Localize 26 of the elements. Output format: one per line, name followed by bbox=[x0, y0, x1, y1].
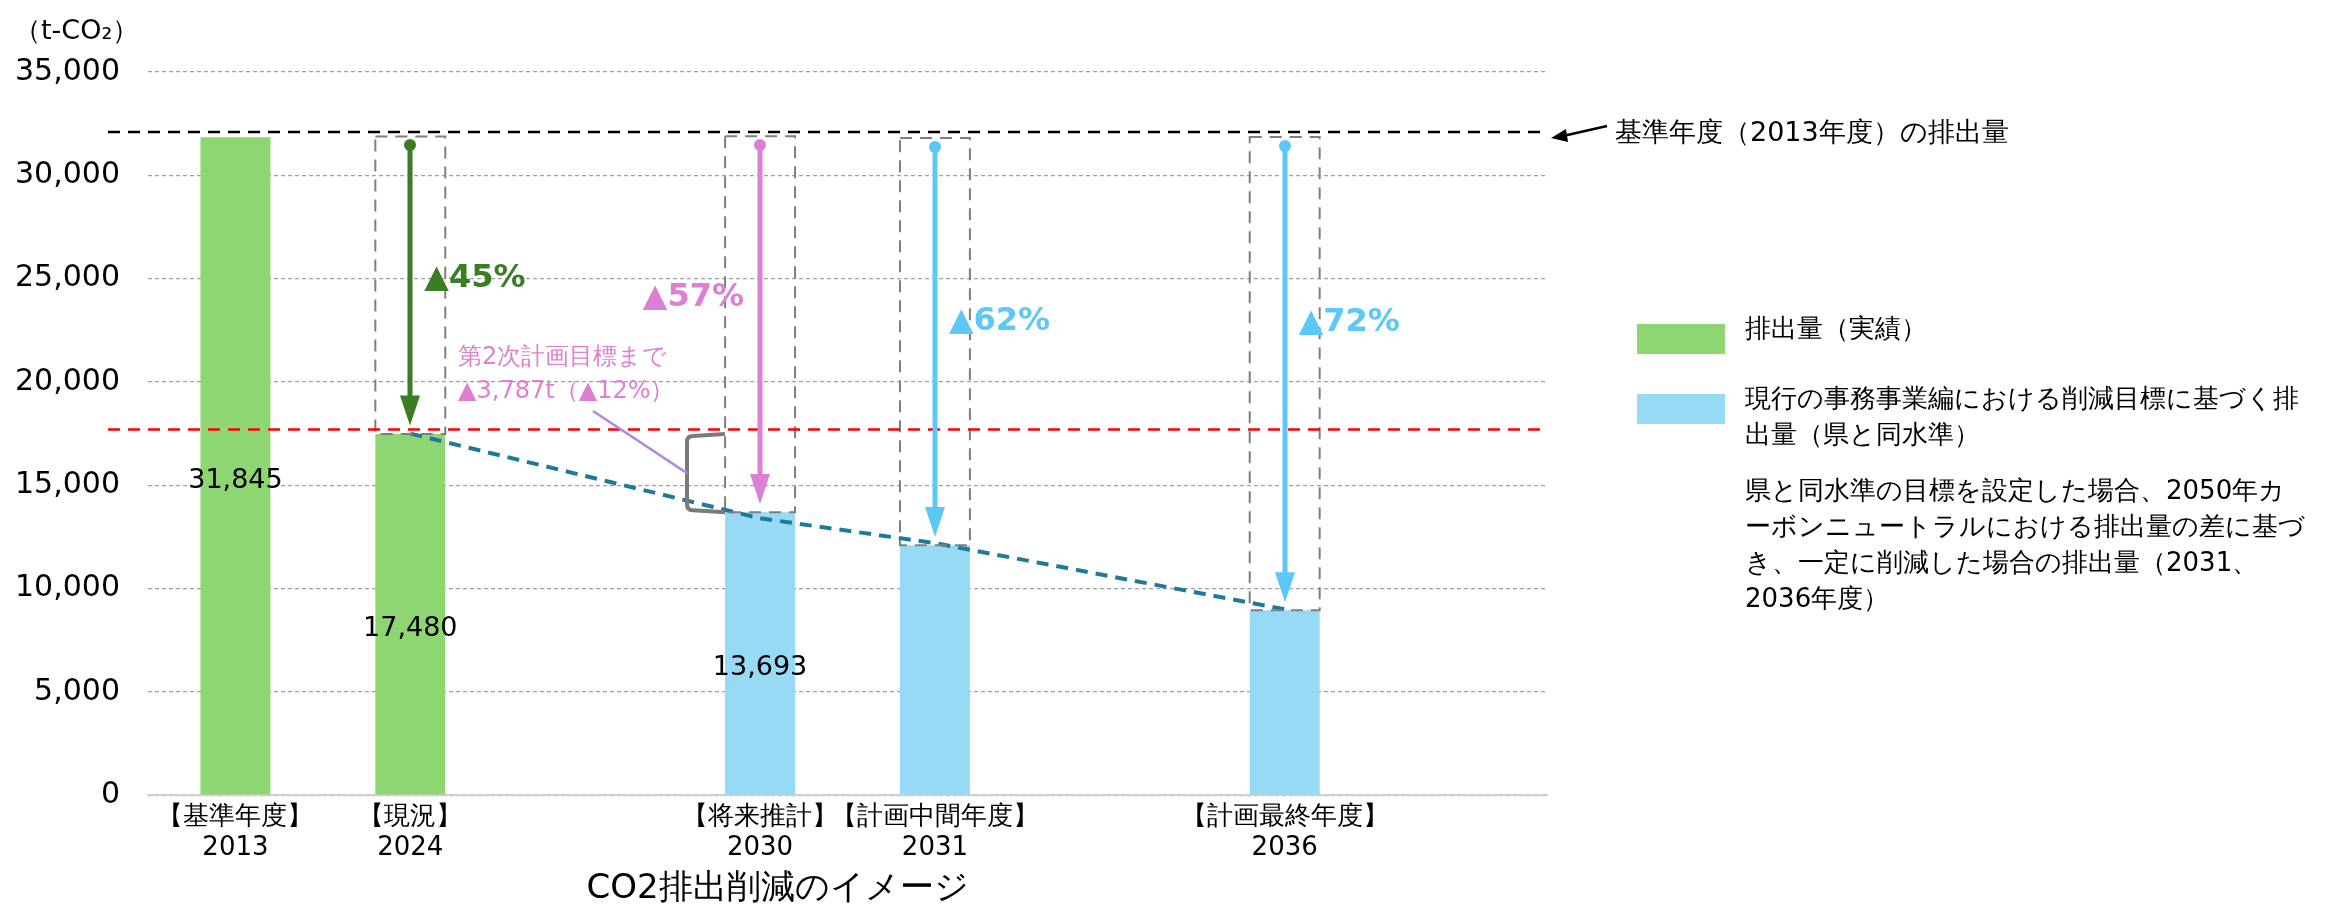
line-series bbox=[408, 431, 1287, 612]
x-tick-label: 【計画最終年度】 2036 bbox=[1180, 799, 1389, 861]
ref-line-label: 基準年度（2013年度）の排出量 bbox=[1615, 114, 2009, 149]
x-tick-label: 【現況】 2024 bbox=[358, 799, 463, 861]
data-label: 13,693 bbox=[712, 650, 808, 682]
annotation: 第2次計画目標まで ▲3,787t（▲12%） bbox=[458, 341, 675, 406]
y-tick-label: 25,000 bbox=[15, 258, 120, 294]
legend-label: 現行の事務事業編における削減目標に基づく排出量（県と同水準） bbox=[1745, 382, 2300, 451]
y-tick-label: 35,000 bbox=[15, 51, 120, 87]
text: CO2排出削減のイメージ bbox=[586, 866, 969, 907]
y-tick-label: 10,000 bbox=[15, 568, 120, 604]
legend-label: 排出量（実績） bbox=[1745, 312, 1928, 345]
y-tick-label: 5,000 bbox=[34, 671, 120, 707]
annotation: ▲72% bbox=[1298, 300, 1400, 339]
annotation: ▲45% bbox=[424, 257, 526, 296]
bar bbox=[1249, 610, 1320, 795]
y-tick-label: 20,000 bbox=[15, 361, 120, 397]
annotation: ▲62% bbox=[948, 299, 1051, 338]
y-axis-title: （t-CO₂） bbox=[14, 13, 140, 47]
text: 県と同水準の目標を設定した場合、2050年カーボンニュートラルにおける排出量の差に基づき、一定に削減した場合の排出量（2031、2036年度） bbox=[1745, 474, 2305, 615]
y-tick-label: 15,000 bbox=[15, 465, 120, 501]
x-tick-label: 【基準年度】 2013 bbox=[157, 799, 314, 861]
bar bbox=[899, 545, 970, 795]
y-tick-label: 0 bbox=[100, 775, 120, 810]
y-tick-label: 30,000 bbox=[15, 155, 120, 191]
annotation: ▲57% bbox=[642, 276, 745, 315]
